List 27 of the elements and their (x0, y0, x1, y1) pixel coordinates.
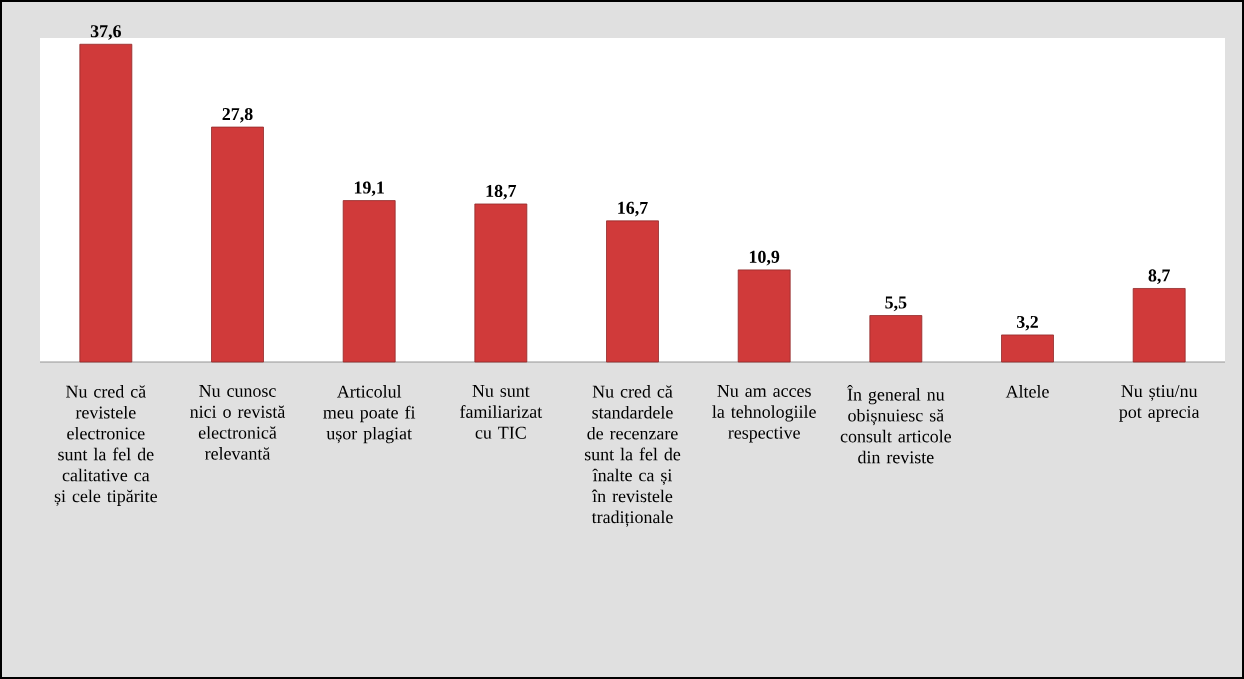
data-label: 10,9 (749, 250, 780, 266)
bar (1001, 334, 1054, 363)
bar (474, 203, 528, 363)
data-label: 27,8 (222, 107, 253, 123)
bar (869, 315, 923, 363)
x-tick-label: Nu cred că standardele de recenzare sunt la fel de înalte ca și în revistele tradiționale (584, 385, 681, 527)
bar (737, 269, 791, 363)
data-label: 37,6 (90, 25, 121, 40)
data-label: 8,7 (1148, 269, 1170, 285)
x-tick-label: În general nu obișnuiesc să consult articole din reviste (840, 385, 952, 464)
bar (606, 220, 659, 363)
x-tick-label: Articolul meu poate fi ușor plagiat (323, 385, 416, 444)
x-tick-label: Nu cred că revistele electronice sunt la fel de calitative ca și cele tipărite (54, 385, 158, 506)
bar (342, 200, 396, 363)
x-tick-label: Nu sunt familiarizat cu TIC (460, 385, 543, 439)
data-label: 19,1 (354, 181, 384, 197)
bar (79, 43, 133, 363)
data-label: 16,7 (618, 201, 648, 217)
data-label: 5,5 (885, 296, 907, 312)
x-tick-label: Altele (1005, 385, 1049, 398)
data-label: 18,7 (486, 184, 517, 200)
x-tick-label: Nu am acces la tehnologiile respective (712, 385, 816, 443)
x-tick-label: Nu știu/nu pot aprecia (1119, 385, 1200, 422)
data-label: 3,2 (1016, 315, 1038, 331)
bar (211, 126, 264, 363)
bar (1132, 288, 1186, 363)
x-tick-label: Nu cunosc nici o revistă electronică relevantă (190, 385, 286, 460)
